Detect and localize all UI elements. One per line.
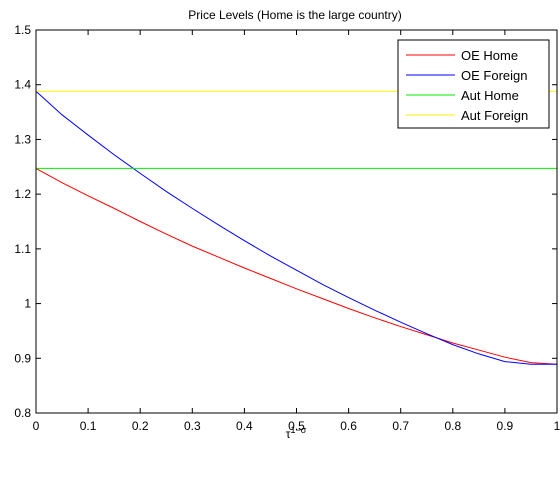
- x-tick-label: 0.8: [444, 419, 461, 433]
- y-axis: 0.8 0.9 1 1.1 1.2 1.3 1.4 1.5: [14, 23, 557, 420]
- x-tick-label: 0.1: [80, 419, 97, 433]
- series-layer: [35, 90, 558, 365]
- y-tick-label: 1.1: [14, 242, 31, 256]
- series-line-oe-home: [35, 167, 558, 365]
- x-axis-label: τ1−σ: [286, 425, 307, 441]
- legend-label: Aut Foreign: [461, 108, 528, 123]
- legend: OE Home OE Foreign Aut Home Aut Foreign: [397, 39, 550, 129]
- x-axis-label-base: τ: [286, 427, 291, 441]
- x-tick-label: 0.6: [340, 419, 357, 433]
- x-tick-label: 0.5: [288, 419, 305, 433]
- legend-label: OE Foreign: [461, 68, 527, 83]
- y-tick-label: 1.2: [14, 187, 31, 201]
- x-tick-label: 0.9: [497, 419, 514, 433]
- y-tick-label: 1.3: [14, 132, 31, 146]
- legend-label: OE Home: [461, 48, 518, 63]
- chart-title: Price Levels (Home is the large country): [188, 8, 401, 22]
- x-tick-label: 0.2: [132, 419, 149, 433]
- y-tick-label: 1.4: [14, 78, 31, 92]
- x-axis: 0 0.1 0.2 0.3 0.4 0.5 0.6 0.7 0.8 0.9 1: [33, 30, 560, 433]
- x-tick-label: 0.7: [392, 419, 409, 433]
- x-axis-label-sup: 1−σ: [290, 425, 306, 435]
- legend-label: Aut Home: [461, 88, 519, 103]
- x-tick-label: 0.4: [236, 419, 253, 433]
- y-tick-label: 0.9: [14, 351, 31, 365]
- y-tick-label: 0.8: [14, 406, 31, 420]
- y-tick-label: 1: [24, 297, 31, 311]
- x-tick-label: 0: [33, 419, 40, 433]
- x-tick-label: 1: [554, 419, 560, 433]
- series-line-oe-foreign: [35, 90, 557, 365]
- x-tick-label: 0.3: [184, 419, 201, 433]
- y-tick-label: 1.5: [14, 23, 31, 37]
